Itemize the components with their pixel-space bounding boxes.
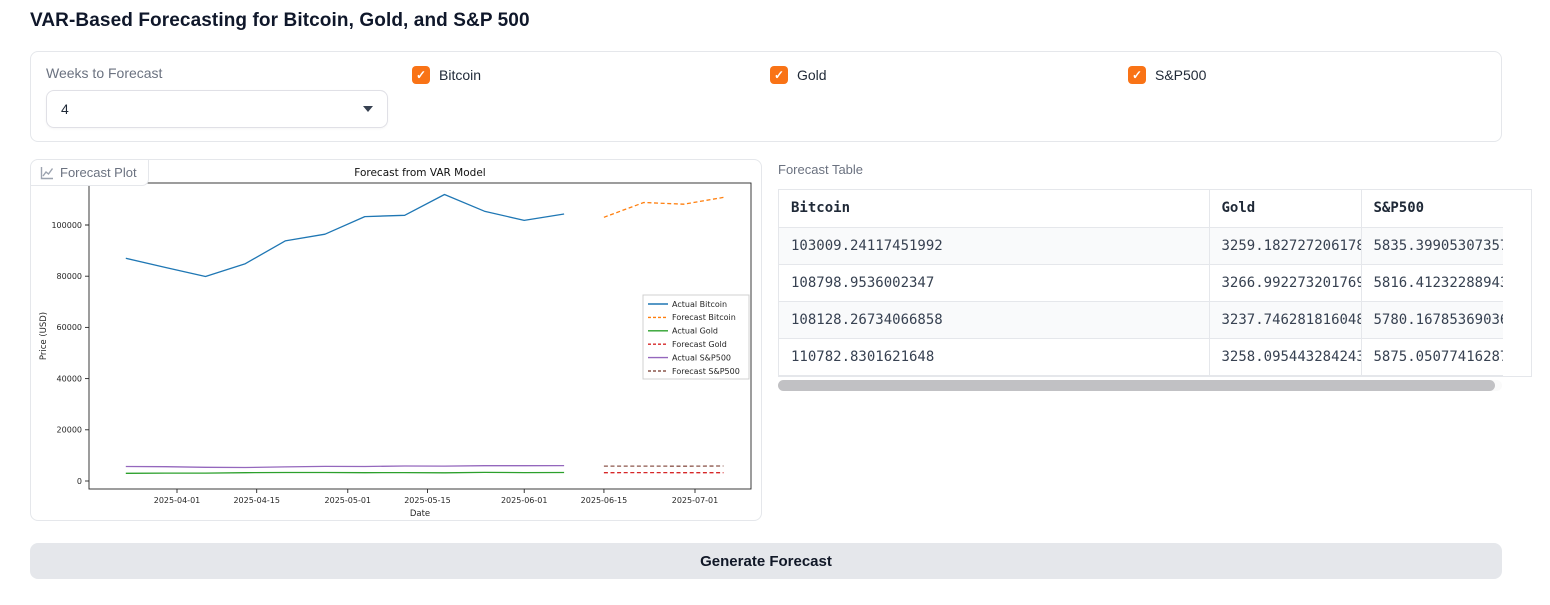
- svg-text:2025-06-15: 2025-06-15: [581, 496, 628, 505]
- svg-text:100000: 100000: [51, 221, 82, 230]
- forecast-plot-tab: Forecast Plot: [31, 160, 149, 186]
- table-cell[interactable]: 103009.24117451992: [779, 227, 1210, 265]
- gold-checkbox[interactable]: ✓: [770, 66, 788, 84]
- table-row: 108798.9536002347 3266.992273201769 5816.4…: [779, 264, 1503, 302]
- table-cell[interactable]: 108128.26734066858: [779, 301, 1210, 339]
- svg-text:Forecast S&P500: Forecast S&P500: [672, 367, 740, 376]
- table-row: 108128.26734066858 3237.746281816048 5780.…: [779, 301, 1503, 339]
- table-cell[interactable]: 5875.05077416287: [1361, 338, 1503, 376]
- svg-text:Forecast Bitcoin: Forecast Bitcoin: [672, 313, 736, 322]
- chevron-down-icon: [363, 106, 373, 112]
- bitcoin-checkbox[interactable]: ✓: [412, 66, 430, 84]
- table-column-header: S&P500: [1361, 190, 1503, 228]
- generate-forecast-button[interactable]: Generate Forecast: [30, 543, 1502, 579]
- svg-text:Forecast from VAR Model: Forecast from VAR Model: [354, 167, 485, 179]
- table-cell[interactable]: 3258.095443284243: [1209, 338, 1362, 376]
- svg-text:2025-05-01: 2025-05-01: [325, 496, 372, 505]
- line-chart-icon: [40, 166, 54, 179]
- sp500-checkbox-label: S&P500: [1155, 67, 1207, 83]
- forecast-table-panel: Forecast Table Bitcoin Gold S&P500 103009.…: [778, 159, 1532, 521]
- table-cell[interactable]: 108798.9536002347: [779, 264, 1210, 302]
- svg-text:2025-05-15: 2025-05-15: [404, 496, 451, 505]
- svg-text:0: 0: [77, 477, 82, 486]
- svg-text:2025-04-01: 2025-04-01: [154, 496, 201, 505]
- forecast-plot-panel: 0 20000 40000 60000 80000 100000 2025-04-01 202…: [30, 159, 762, 521]
- weeks-to-forecast-label: Weeks to Forecast: [46, 65, 163, 81]
- weeks-to-forecast-dropdown[interactable]: 4: [46, 90, 388, 128]
- table-cell[interactable]: 5780.16785369036: [1361, 301, 1503, 339]
- table-row: 110782.8301621648 3258.095443284243 5875.0…: [779, 338, 1503, 376]
- sp500-checkbox[interactable]: ✓: [1128, 66, 1146, 84]
- controls-panel: Weeks to Forecast 4 ✓ Bitcoin ✓ Gold ✓ S…: [30, 51, 1502, 142]
- bitcoin-checkbox-group: ✓ Bitcoin: [412, 65, 770, 128]
- sp500-checkbox-group: ✓ S&P500: [1128, 65, 1486, 128]
- table-cell[interactable]: 110782.8301621648: [779, 338, 1210, 376]
- svg-text:Actual Bitcoin: Actual Bitcoin: [672, 300, 727, 309]
- gold-checkbox-group: ✓ Gold: [770, 65, 1128, 128]
- bitcoin-checkbox-label: Bitcoin: [439, 67, 482, 83]
- svg-text:Forecast Gold: Forecast Gold: [672, 340, 727, 349]
- table-cell[interactable]: 5835.39905307357: [1361, 227, 1503, 265]
- table-cell[interactable]: 3237.746281816048: [1209, 301, 1362, 339]
- table-cell[interactable]: 3259.182727206178: [1209, 227, 1362, 265]
- svg-text:Date: Date: [410, 509, 430, 519]
- svg-text:Actual S&P500: Actual S&P500: [672, 353, 731, 362]
- svg-text:Price (USD): Price (USD): [39, 312, 49, 360]
- page-title: VAR-Based Forecasting for Bitcoin, Gold,…: [30, 10, 530, 31]
- svg-text:2025-07-01: 2025-07-01: [672, 496, 719, 505]
- forecast-plot-tab-label: Forecast Plot: [60, 165, 137, 180]
- table-cell[interactable]: 3266.992273201769: [1209, 264, 1362, 302]
- svg-text:2025-04-15: 2025-04-15: [233, 496, 280, 505]
- table-row: 103009.24117451992 3259.182727206178 5835.…: [779, 227, 1503, 265]
- forecast-table-label: Forecast Table: [778, 162, 864, 177]
- forecast-table: Bitcoin Gold S&P500 103009.24117451992 3259…: [779, 190, 1503, 376]
- page: VAR-Based Forecasting for Bitcoin, Gold,…: [30, 0, 1532, 579]
- table-header-row: Bitcoin Gold S&P500: [779, 190, 1503, 228]
- forecast-chart: 0 20000 40000 60000 80000 100000 2025-04-01 202…: [39, 167, 752, 519]
- svg-text:60000: 60000: [57, 323, 82, 332]
- forecast-table-box: Bitcoin Gold S&P500 103009.24117451992 3259…: [778, 189, 1532, 377]
- gold-checkbox-label: Gold: [797, 67, 827, 83]
- table-cell[interactable]: 5816.41232288943: [1361, 264, 1503, 302]
- svg-text:Actual Gold: Actual Gold: [672, 327, 718, 336]
- weeks-to-forecast-field: Weeks to Forecast 4: [46, 65, 388, 128]
- svg-text:2025-06-01: 2025-06-01: [501, 496, 548, 505]
- dropdown-selected-value: 4: [61, 101, 69, 117]
- table-column-header: Gold: [1209, 190, 1362, 228]
- svg-text:20000: 20000: [57, 426, 82, 435]
- svg-text:80000: 80000: [57, 272, 82, 281]
- table-column-header: Bitcoin: [779, 190, 1210, 228]
- table-horizontal-scrollbar[interactable]: [778, 379, 1502, 391]
- scrollbar-thumb[interactable]: [778, 379, 1495, 391]
- svg-text:40000: 40000: [57, 374, 82, 383]
